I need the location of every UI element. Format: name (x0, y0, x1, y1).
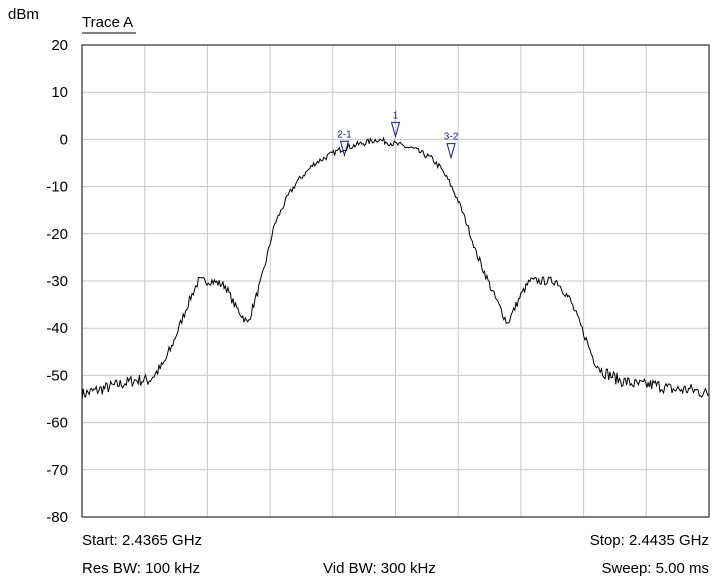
start-frequency: Start: 2.4365 GHz (82, 532, 203, 549)
marker-2-1-triangle (339, 140, 350, 158)
y-tick-label: -80 (46, 509, 68, 526)
y-tick-label: 20 (51, 37, 68, 54)
y-tick-labels: 20 10 0 -10 -20 -30 -40 -50 -60 -70 -80 (46, 37, 68, 526)
trace-label: Trace A (82, 14, 133, 31)
trace-a-line (81, 136, 710, 401)
y-tick-label: -60 (46, 415, 68, 432)
markers: 1 2-1 3-2 (337, 110, 459, 160)
sweep-time: Sweep: 5.00 ms (601, 560, 709, 577)
marker-3-2-triangle (446, 143, 456, 160)
video-bandwidth: Vid BW: 300 kHz (323, 560, 436, 577)
y-tick-label: -40 (46, 320, 68, 337)
y-tick-label: 10 (51, 84, 68, 101)
marker-1-label: 1 (393, 110, 399, 121)
y-tick-label: -10 (46, 179, 68, 196)
y-tick-label: -30 (46, 273, 68, 290)
y-tick-label: 0 (60, 131, 68, 148)
resolution-bandwidth: Res BW: 100 kHz (82, 560, 201, 577)
plot-frame (81, 44, 710, 518)
marker-3-2-label: 3-2 (444, 132, 459, 143)
y-tick-label: -20 (46, 226, 68, 243)
marker-1-triangle (390, 121, 401, 139)
stop-frequency: Stop: 2.4435 GHz (589, 532, 709, 549)
marker-2-1-label: 2-1 (337, 129, 352, 140)
y-axis-unit-label: dBm (8, 6, 39, 23)
y-tick-label: -50 (46, 367, 68, 384)
grid-lines (82, 45, 709, 517)
y-tick-label: -70 (46, 462, 68, 479)
